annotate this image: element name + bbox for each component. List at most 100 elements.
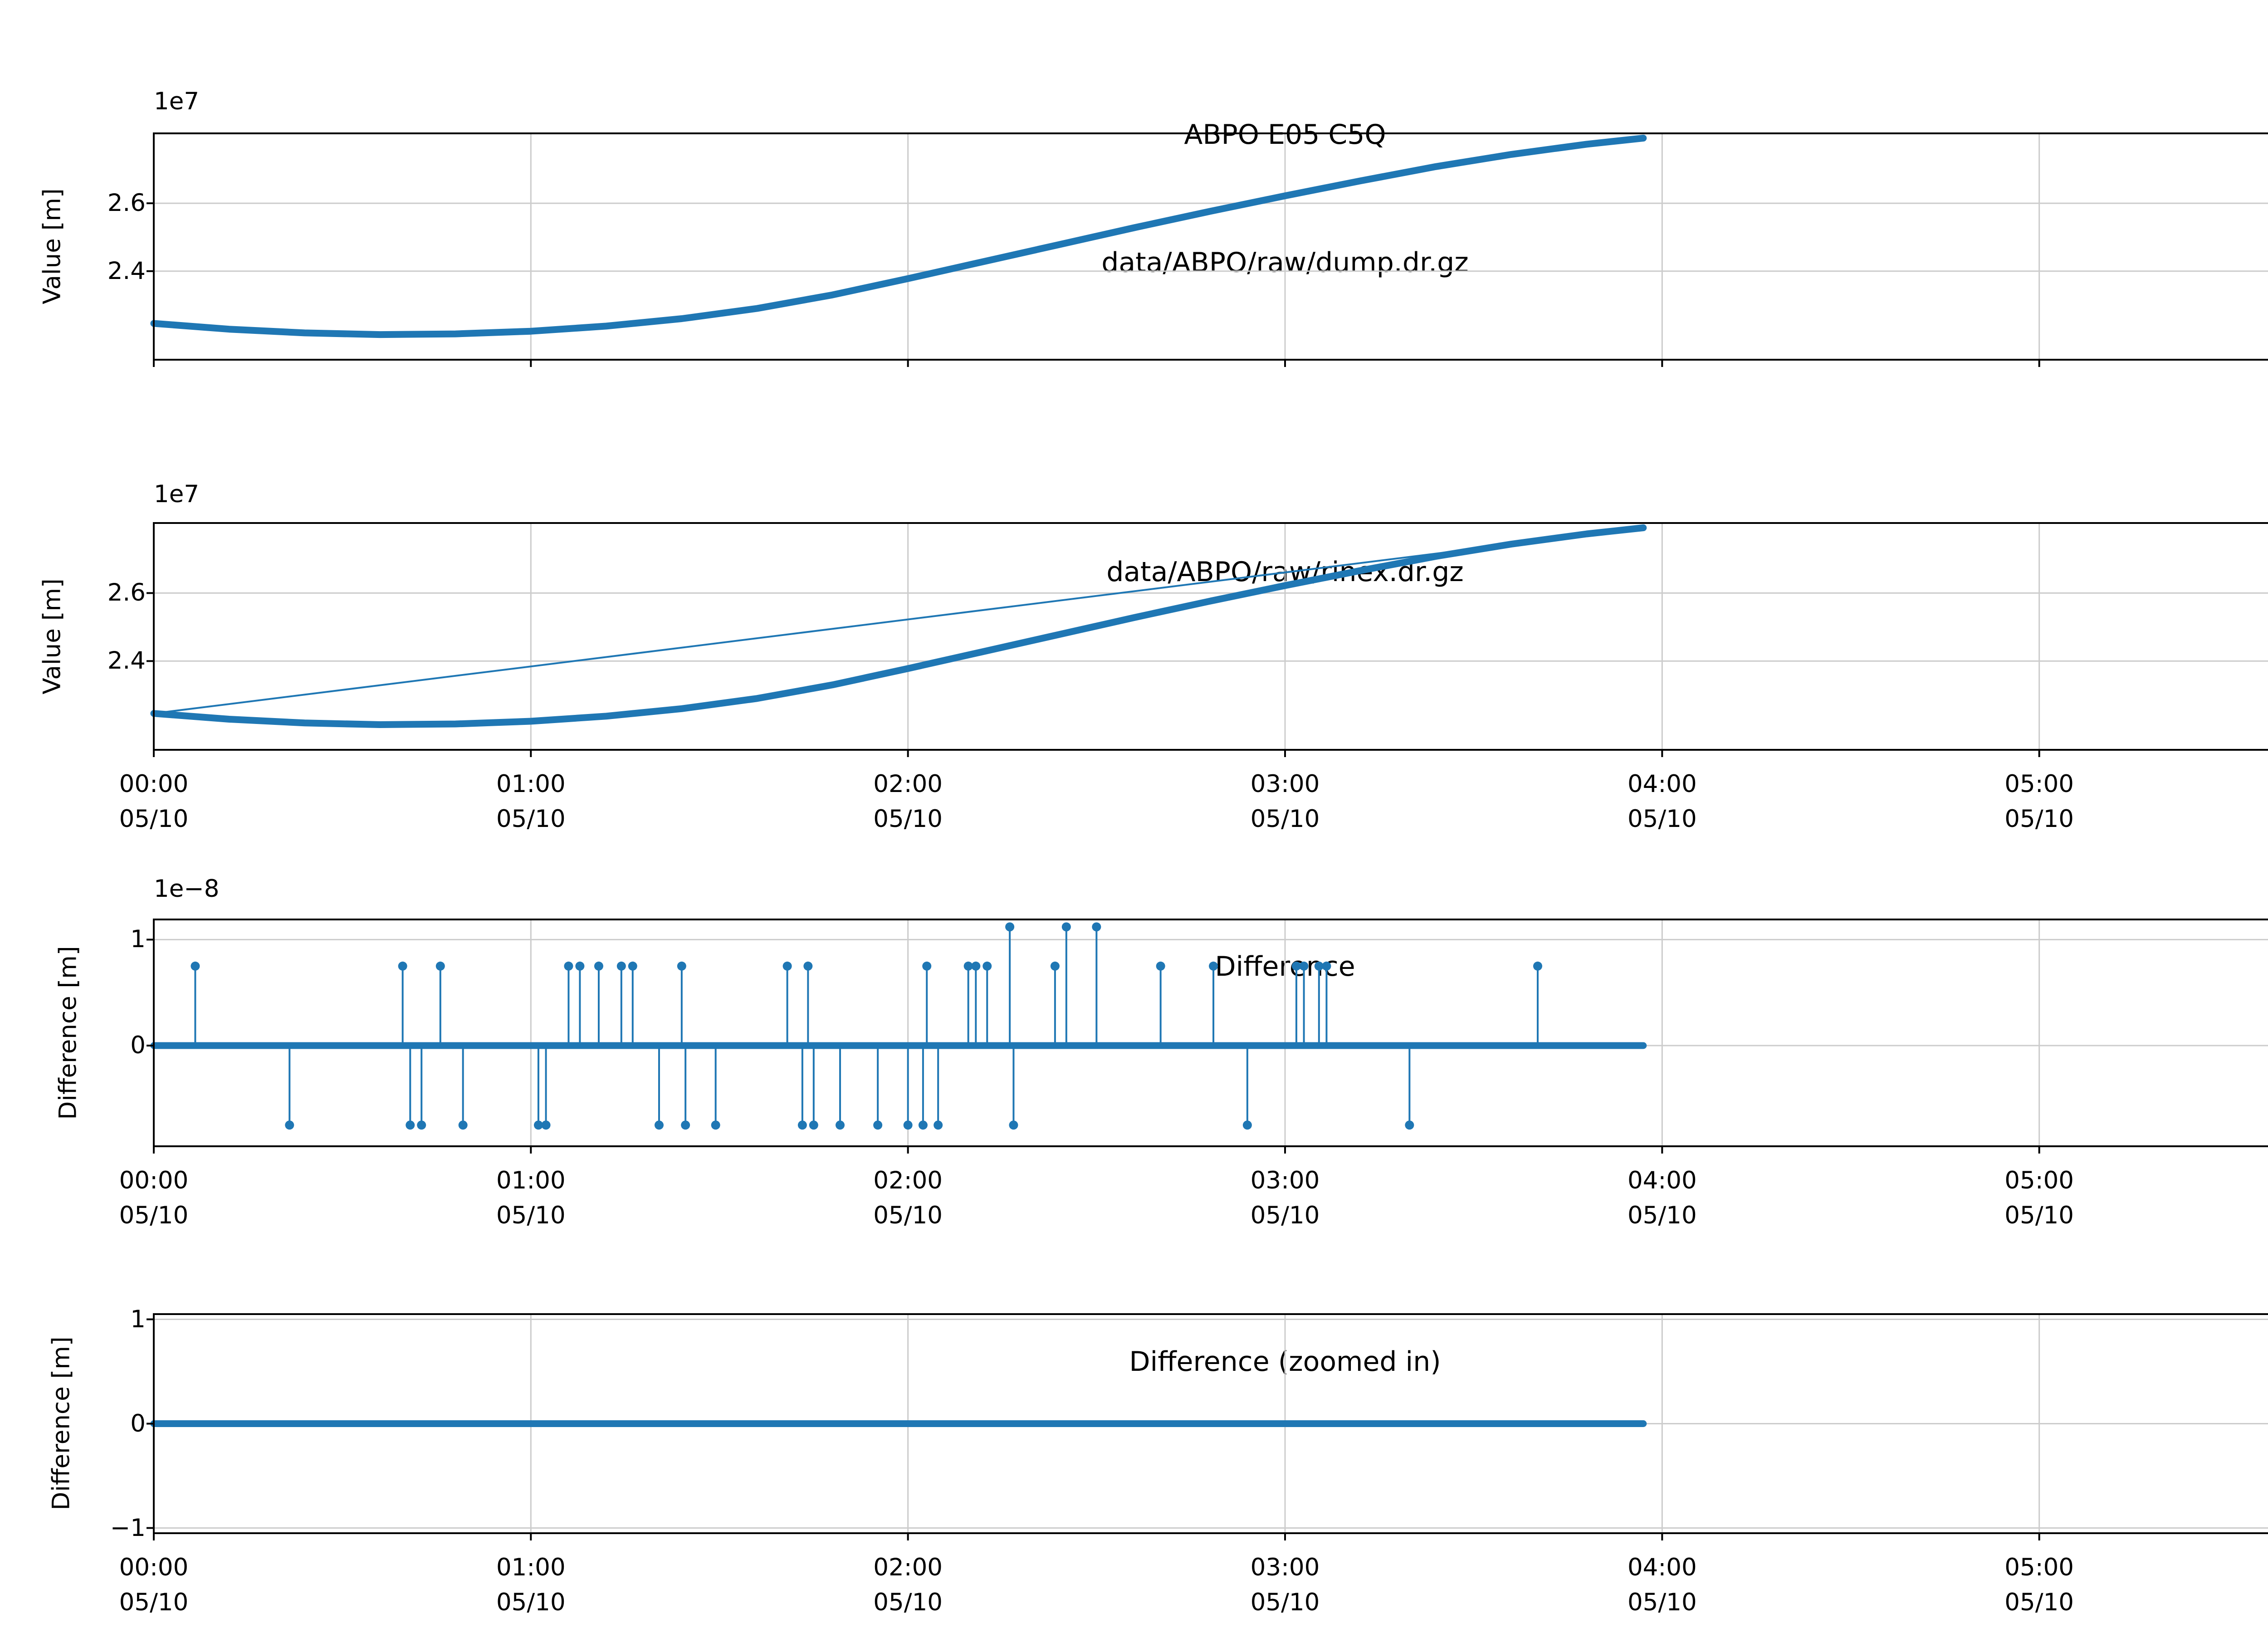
- x-tick-time: 03:00: [1250, 1167, 1320, 1194]
- x-tick-date: 05/10: [119, 1202, 189, 1229]
- axes-border: [153, 919, 2268, 1147]
- x-tick-label: 03:00 05/10: [1208, 767, 1362, 836]
- spike-marker: [1009, 1120, 1018, 1130]
- x-tick-date: 05/10: [496, 1202, 566, 1229]
- spike-marker: [1291, 961, 1301, 971]
- spike-marker: [982, 961, 992, 971]
- x-tick-date: 05/10: [1627, 1202, 1697, 1229]
- spike-marker: [1092, 922, 1101, 932]
- axes-border: [153, 522, 2268, 751]
- spike-marker: [417, 1120, 426, 1130]
- spike-marker: [1061, 922, 1071, 932]
- y-tick-label: 1: [130, 925, 146, 953]
- spike-marker: [654, 1120, 664, 1130]
- spike-marker: [934, 1120, 943, 1130]
- spike-marker: [628, 961, 637, 971]
- series-rinex-values: [150, 524, 1647, 728]
- chart-canvas: [147, 919, 2268, 1154]
- x-tick-time: 01:00: [496, 1554, 566, 1581]
- x-tick-time: 03:00: [1250, 770, 1320, 798]
- x-tick-label: 01:00 05/10: [454, 1550, 608, 1620]
- spike-marker: [594, 961, 603, 971]
- chart-title-line: Difference (zoomed in): [1129, 1346, 1441, 1378]
- spike-marker: [564, 961, 573, 971]
- spike-marker: [809, 1120, 818, 1130]
- x-tick-date: 05/10: [873, 805, 943, 833]
- x-tick-time: 05:00: [2004, 1167, 2074, 1194]
- chart-dump: 2.4 2.6: [108, 132, 2268, 367]
- x-tick-label: 02:00 05/10: [831, 767, 985, 836]
- x-tick-date: 05/10: [873, 1202, 943, 1229]
- chart-canvas: [147, 132, 2268, 367]
- x-tick-date: 05/10: [1627, 805, 1697, 833]
- spike-marker: [616, 961, 626, 971]
- x-tick-date: 05/10: [2004, 805, 2074, 833]
- x-tick-time: 05:00: [2004, 1554, 2074, 1581]
- y-tick-label: 0: [130, 1409, 146, 1437]
- y-tick-label: 2.4: [107, 257, 146, 285]
- spike-marker: [918, 1120, 928, 1130]
- spike-marker: [533, 1120, 543, 1130]
- spike-marker: [1405, 1120, 1414, 1130]
- spike-marker: [1533, 961, 1542, 971]
- spike-marker: [1314, 961, 1324, 971]
- x-tick-label: 04:00 05/10: [1585, 767, 1739, 836]
- spike-marker: [191, 961, 200, 971]
- series-dump-values: [150, 135, 1647, 338]
- spike-marker: [836, 1120, 845, 1130]
- spike-marker: [285, 1120, 294, 1130]
- spike-marker: [797, 1120, 807, 1130]
- chart-rinex: 2.4 2.6 00:00 05/10 01:00 05/10 02:00 05/10 03:0…: [108, 522, 2268, 833]
- spike-marker: [782, 961, 792, 971]
- spike-marker: [971, 961, 981, 971]
- spike-marker: [406, 1120, 415, 1130]
- spike-marker: [903, 1120, 913, 1130]
- y-axis-offset-text: 1e7: [154, 480, 200, 508]
- x-tick-label: 01:00 05/10: [454, 1163, 608, 1233]
- spike-marker: [677, 961, 686, 971]
- spike-marker: [1156, 961, 1165, 971]
- x-tick-label: 00:00 05/10: [77, 1550, 231, 1620]
- x-tick-date: 05/10: [496, 805, 566, 833]
- chart-title-line: ABPO E05 C5Q: [1184, 119, 1386, 151]
- x-tick-date: 05/10: [1627, 1589, 1697, 1616]
- y-tick-label: 2.6: [107, 189, 146, 217]
- spike-marker: [1209, 961, 1218, 971]
- x-tick-label: 04:00 05/10: [1585, 1163, 1739, 1233]
- spike-marker: [711, 1120, 720, 1130]
- x-tick-time: 02:00: [873, 770, 943, 798]
- x-tick-label: 00:00 05/10: [77, 767, 231, 836]
- spike-marker: [1242, 1120, 1252, 1130]
- y-tick-label: 2.6: [107, 579, 146, 607]
- y-axis-offset-text: 1e−8: [154, 875, 220, 903]
- x-tick-date: 05/10: [2004, 1589, 2074, 1616]
- x-tick-date: 05/10: [1250, 1589, 1320, 1616]
- y-tick-label: 2.4: [107, 647, 146, 675]
- spike-marker: [1005, 922, 1015, 932]
- chart-canvas: [147, 1313, 2268, 1540]
- x-tick-label: 04:00 05/10: [1585, 1550, 1739, 1620]
- x-tick-date: 05/10: [2004, 1202, 2074, 1229]
- x-tick-date: 05/10: [873, 1589, 943, 1616]
- x-tick-label: 03:00 05/10: [1208, 1163, 1362, 1233]
- x-tick-label: 05:00 05/10: [1962, 1550, 2116, 1620]
- x-tick-label: 02:00 05/10: [831, 1163, 985, 1233]
- spike-marker: [873, 1120, 883, 1130]
- x-tick-time: 03:00: [1250, 1554, 1320, 1581]
- chart-canvas: [147, 522, 2268, 757]
- x-tick-time: 01:00: [496, 770, 566, 798]
- x-tick-time: 00:00: [119, 770, 189, 798]
- spike-marker: [1299, 961, 1309, 971]
- x-tick-time: 02:00: [873, 1554, 943, 1581]
- axes-border: [153, 1313, 2268, 1534]
- x-tick-time: 02:00: [873, 1167, 943, 1194]
- x-tick-label: 01:00 05/10: [454, 767, 608, 836]
- x-tick-time: 05:00: [2004, 770, 2074, 798]
- x-tick-label: 05:00 05/10: [1962, 1163, 2116, 1233]
- x-tick-date: 05/10: [496, 1589, 566, 1616]
- chart-title-difference-zoomed: Difference (zoomed in): [154, 1255, 2268, 1468]
- x-tick-date: 05/10: [1250, 1202, 1320, 1229]
- y-tick-label: −1: [110, 1514, 146, 1542]
- x-tick-label: 03:00 05/10: [1208, 1550, 1362, 1620]
